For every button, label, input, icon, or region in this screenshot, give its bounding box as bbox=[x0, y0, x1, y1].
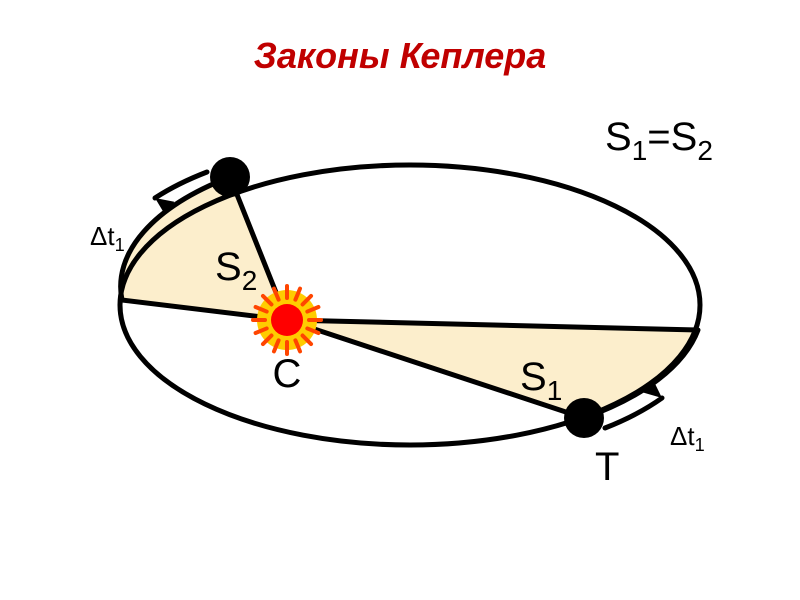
label-dt-right: Δt1 bbox=[670, 421, 705, 455]
label-dt-left: Δt1 bbox=[90, 221, 125, 255]
equation-s1-eq-s2: S1=S2 bbox=[605, 115, 713, 166]
kepler-diagram: S2 S1 C T Δt1 Δt1 S1=S2 bbox=[50, 115, 750, 515]
planet-dot bbox=[564, 398, 604, 438]
planet-dot bbox=[210, 157, 250, 197]
sun-icon bbox=[253, 286, 321, 354]
sector-s1 bbox=[287, 320, 698, 418]
label-t: T bbox=[595, 445, 619, 489]
page: Законы Кеплера S2 S1 bbox=[0, 0, 800, 600]
label-c: C bbox=[273, 352, 302, 396]
page-title: Законы Кеплера bbox=[0, 35, 800, 77]
title-text: Законы Кеплера bbox=[254, 35, 547, 76]
